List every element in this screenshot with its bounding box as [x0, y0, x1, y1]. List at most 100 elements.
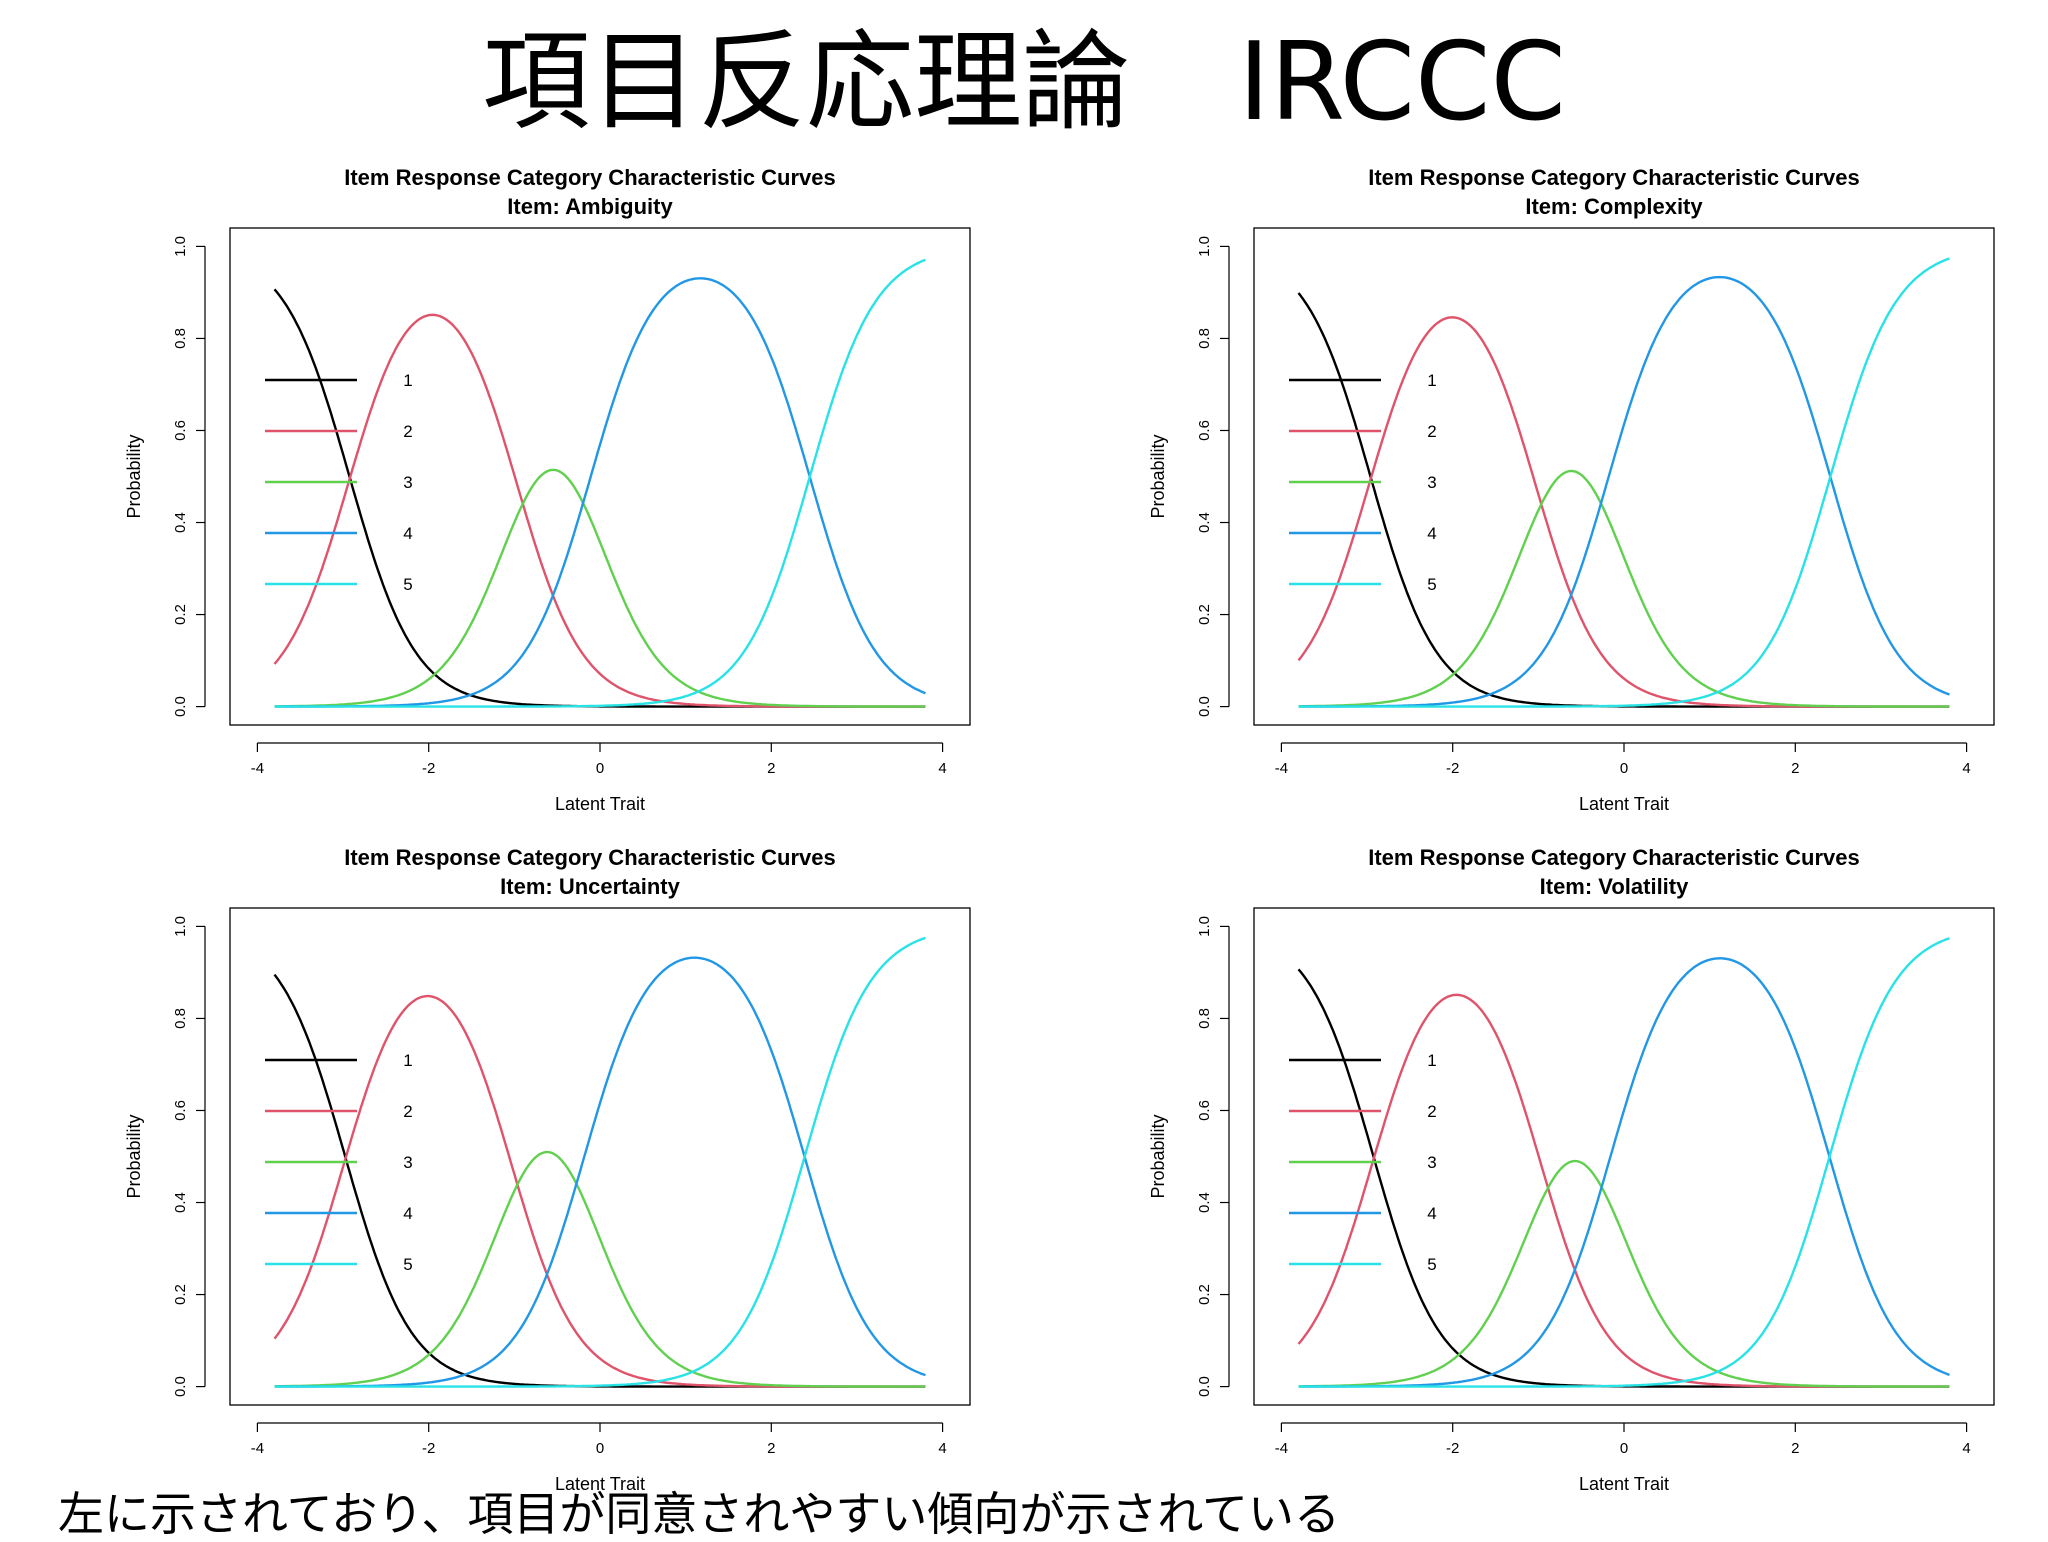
- chart-heading: Item Response Category Characteristic Cu…: [1368, 165, 1860, 219]
- curve-category-1: [1297, 968, 1950, 1388]
- curve-category-5: [1298, 937, 1950, 1388]
- y-tick-label: 0.8: [172, 328, 189, 349]
- x-tick-label: -4: [251, 1440, 264, 1457]
- y-tick-label: 0.2: [1196, 1284, 1213, 1305]
- x-tick-label: 2: [1791, 760, 1799, 777]
- curve-category-4: [1298, 957, 1950, 1388]
- curve-category-2: [273, 313, 926, 708]
- curve-category-5: [274, 936, 926, 1388]
- y-tick-label: 1.0: [1196, 916, 1213, 937]
- plot-frame: [1253, 907, 1995, 1406]
- x-axis-label: Latent Trait: [555, 1474, 645, 1494]
- x-axis: -4 -2 0 2 4 Latent Trait: [1275, 1422, 1971, 1494]
- x-tick-label: -2: [422, 760, 435, 777]
- y-tick-label: 0.4: [172, 512, 189, 533]
- chart-title: Item Response Category Characteristic Cu…: [344, 165, 836, 190]
- legend-label-2: 2: [1427, 422, 1436, 441]
- legend-label-1: 1: [1427, 1051, 1436, 1070]
- y-tick-label: 0.8: [1196, 1008, 1213, 1029]
- chart-heading: Item Response Category Characteristic Cu…: [1368, 845, 1860, 899]
- y-tick-label: 0.4: [172, 1192, 189, 1213]
- y-tick-label: 0.6: [172, 1100, 189, 1121]
- chart-subtitle: Item: Uncertainty: [500, 874, 680, 899]
- y-tick-label: 0.6: [1196, 1100, 1213, 1121]
- legend-label-4: 4: [1427, 524, 1436, 543]
- x-tick-label: 0: [596, 1440, 604, 1457]
- curve-category-3: [274, 1150, 926, 1388]
- x-tick-label: 0: [1620, 1440, 1628, 1457]
- x-tick-label: 4: [938, 1440, 946, 1457]
- legend-label-1: 1: [403, 371, 412, 390]
- y-axis: 0.0 0.2 0.4 0.6 0.8 1.0 Probability: [124, 916, 206, 1397]
- legend-label-3: 3: [403, 473, 412, 492]
- y-tick-label: 0.4: [1196, 1192, 1213, 1213]
- y-tick-label: 0.4: [1196, 512, 1213, 533]
- x-tick-label: 0: [596, 760, 604, 777]
- curve-category-4: [274, 956, 926, 1388]
- x-axis-label: Latent Trait: [1579, 794, 1669, 814]
- chart-heading: Item Response Category Characteristic Cu…: [344, 165, 836, 219]
- legend-label-1: 1: [403, 1051, 412, 1070]
- x-tick-label: 2: [767, 1440, 775, 1457]
- y-tick-label: 1.0: [1196, 236, 1213, 257]
- y-tick-label: 0.0: [172, 696, 189, 717]
- x-axis: -4 -2 0 2 4 Latent Trait: [251, 742, 947, 814]
- legend: 1 2 3 4 5: [265, 371, 413, 594]
- y-tick-label: 1.0: [172, 916, 189, 937]
- curve-category-3: [1298, 469, 1950, 708]
- irccc-chart-complexity: Item Response Category Characteristic Cu…: [1148, 165, 1995, 814]
- y-tick-label: 0.8: [172, 1008, 189, 1029]
- irccc-chart-uncertainty: Item Response Category Characteristic Cu…: [124, 845, 971, 1494]
- curve-category-4: [1298, 275, 1950, 708]
- curve-category-4: [274, 277, 926, 708]
- slide-title: 項目反応理論 IRCCC: [482, 20, 1566, 145]
- legend-label-5: 5: [403, 1255, 412, 1274]
- y-axis: 0.0 0.2 0.4 0.6 0.8 1.0 Probability: [1148, 236, 1230, 717]
- curve-category-2: [1297, 316, 1950, 708]
- y-tick-label: 0.2: [1196, 604, 1213, 625]
- y-tick-label: 0.6: [172, 420, 189, 441]
- y-axis-label: Probability: [1148, 434, 1168, 518]
- x-axis-label: Latent Trait: [1579, 1474, 1669, 1494]
- curve-category-1: [273, 973, 926, 1388]
- x-tick-label: 2: [1791, 1440, 1799, 1457]
- plot-frame: [1253, 227, 1995, 726]
- x-tick-label: -4: [1275, 1440, 1288, 1457]
- x-tick-label: 4: [938, 760, 946, 777]
- legend-label-2: 2: [403, 1102, 412, 1121]
- curve-category-5: [1298, 257, 1950, 708]
- legend: 1 2 3 4 5: [1289, 371, 1437, 594]
- irccc-chart-volatility: Item Response Category Characteristic Cu…: [1148, 845, 1995, 1494]
- x-tick-label: -2: [1446, 760, 1459, 777]
- y-tick-label: 0.6: [1196, 420, 1213, 441]
- slide-caption: 左に示されており、項目が同意されやすい傾向が示されている: [58, 1487, 1341, 1541]
- x-tick-label: 4: [1962, 1440, 1970, 1457]
- legend-label-3: 3: [1427, 473, 1436, 492]
- x-axis: -4 -2 0 2 4 Latent Trait: [1275, 742, 1971, 814]
- x-tick-label: -4: [1275, 760, 1288, 777]
- curve-category-2: [273, 994, 926, 1388]
- x-tick-label: 4: [1962, 760, 1970, 777]
- curve-category-3: [1298, 1159, 1950, 1388]
- y-tick-label: 0.2: [172, 1284, 189, 1305]
- x-tick-label: 2: [767, 760, 775, 777]
- legend-label-4: 4: [1427, 1204, 1436, 1223]
- chart-subtitle: Item: Complexity: [1525, 194, 1703, 219]
- y-axis-label: Probability: [124, 1114, 144, 1198]
- legend-label-3: 3: [1427, 1153, 1436, 1172]
- y-tick-label: 1.0: [172, 236, 189, 257]
- y-tick-label: 0.8: [1196, 328, 1213, 349]
- x-axis-label: Latent Trait: [555, 794, 645, 814]
- chart-heading: Item Response Category Characteristic Cu…: [344, 845, 836, 899]
- curve-category-1: [273, 288, 926, 708]
- legend-label-5: 5: [403, 575, 412, 594]
- curve-category-1: [1297, 292, 1950, 708]
- y-axis: 0.0 0.2 0.4 0.6 0.8 1.0 Probability: [1148, 916, 1230, 1397]
- plot-frame: [229, 907, 971, 1406]
- chart-title: Item Response Category Characteristic Cu…: [344, 845, 836, 870]
- legend-label-5: 5: [1427, 1255, 1436, 1274]
- y-tick-label: 0.0: [1196, 1376, 1213, 1397]
- y-tick-label: 0.0: [172, 1376, 189, 1397]
- legend-label-5: 5: [1427, 575, 1436, 594]
- curve-category-3: [274, 468, 926, 708]
